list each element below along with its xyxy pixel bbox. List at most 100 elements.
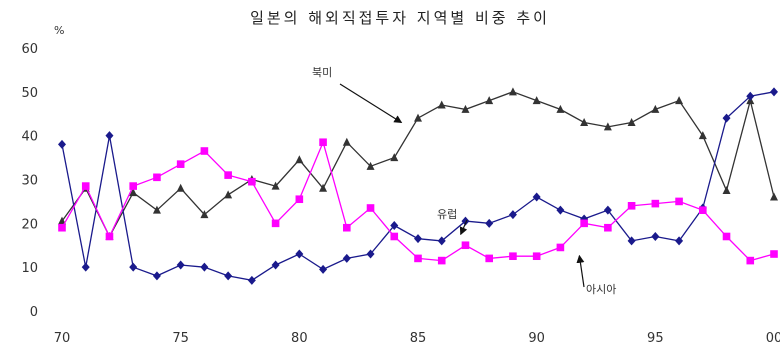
data-point	[224, 171, 232, 179]
data-point	[532, 192, 541, 202]
data-point	[105, 232, 114, 241]
y-tick-label: 0	[30, 305, 38, 320]
chart-title: 일본의 해외직접투자 지역별 비중 추이	[250, 9, 550, 27]
data-point	[58, 216, 66, 225]
data-point	[461, 216, 470, 226]
y-tick-label: 40	[21, 130, 38, 145]
data-point	[651, 199, 660, 208]
annotation-1: 북미	[312, 66, 403, 124]
annotation-label: 북미	[312, 66, 332, 79]
data-point	[722, 185, 731, 194]
annotation-2: 유럽	[437, 207, 468, 236]
x-axis-ticks: 70 75 80 85 90 95 00	[54, 331, 780, 346]
data-point	[58, 139, 66, 149]
data-point	[129, 182, 137, 190]
series-2	[58, 87, 778, 285]
x-tick-label: 90	[528, 331, 545, 346]
data-point	[770, 192, 778, 201]
data-point	[746, 91, 755, 101]
data-point	[319, 183, 328, 192]
data-point	[200, 147, 209, 155]
data-point	[248, 177, 256, 186]
data-point	[556, 243, 565, 252]
data-point	[271, 260, 280, 270]
data-point	[485, 218, 494, 228]
data-point	[176, 183, 185, 192]
data-point	[509, 252, 517, 261]
data-point	[224, 190, 233, 199]
annotation-label: 유럽	[437, 207, 457, 221]
data-point	[437, 100, 446, 109]
data-point	[81, 262, 90, 272]
data-point	[176, 160, 185, 168]
data-point	[770, 87, 778, 97]
annotation-arrow	[459, 219, 468, 236]
data-point	[390, 221, 399, 231]
data-point	[675, 96, 684, 105]
data-point	[627, 202, 636, 210]
data-point	[414, 254, 422, 263]
x-tick-label: 95	[647, 331, 664, 346]
data-point	[556, 205, 565, 215]
data-point	[152, 205, 161, 214]
series-layer	[58, 87, 778, 285]
x-tick-label: 80	[291, 331, 308, 346]
series-line	[61, 91, 775, 238]
y-axis-ticks: 0 10 20 30 40 50 60	[21, 42, 38, 320]
data-point	[129, 188, 138, 197]
data-point	[746, 256, 755, 265]
data-point	[485, 254, 493, 263]
data-point	[295, 155, 304, 164]
data-point	[200, 210, 209, 219]
data-point	[722, 113, 731, 123]
data-point	[342, 253, 351, 263]
data-point	[485, 96, 494, 105]
data-point	[343, 223, 351, 232]
data-point	[366, 249, 375, 259]
x-tick-label: 70	[54, 331, 71, 346]
data-point	[81, 182, 90, 190]
y-tick-label: 20	[21, 217, 38, 232]
data-point	[651, 231, 660, 241]
data-point	[366, 161, 375, 170]
data-point	[200, 262, 209, 272]
data-point	[603, 205, 612, 215]
data-point	[271, 219, 280, 228]
data-point	[699, 206, 707, 214]
data-point	[580, 219, 588, 228]
data-point	[129, 262, 138, 272]
data-point	[461, 104, 470, 113]
data-point	[627, 118, 636, 127]
annotation-arrow	[576, 254, 585, 288]
annotation-arrow	[339, 83, 403, 124]
data-point	[390, 153, 399, 162]
data-point	[508, 87, 517, 96]
data-point	[603, 122, 612, 131]
data-point	[224, 271, 233, 281]
annotation-3: 아시아	[576, 254, 616, 296]
data-point	[295, 195, 304, 204]
data-point	[152, 271, 161, 281]
data-point	[319, 138, 327, 147]
data-point	[627, 236, 636, 246]
data-point	[604, 223, 612, 232]
data-point	[295, 249, 304, 259]
data-point	[651, 104, 660, 113]
x-tick-label: 85	[410, 331, 427, 346]
data-point	[532, 252, 541, 261]
data-point	[366, 204, 375, 212]
series-1	[58, 87, 778, 240]
data-point	[437, 256, 446, 265]
data-point	[414, 234, 422, 244]
series-3	[58, 138, 778, 265]
annotation-label: 아시아	[586, 283, 616, 296]
data-point	[153, 173, 161, 182]
data-point	[58, 223, 66, 232]
data-point	[508, 210, 517, 220]
data-point	[698, 131, 707, 140]
data-point	[461, 241, 470, 250]
data-point	[414, 113, 422, 122]
data-point	[437, 236, 446, 246]
y-axis-unit: %	[54, 24, 64, 37]
